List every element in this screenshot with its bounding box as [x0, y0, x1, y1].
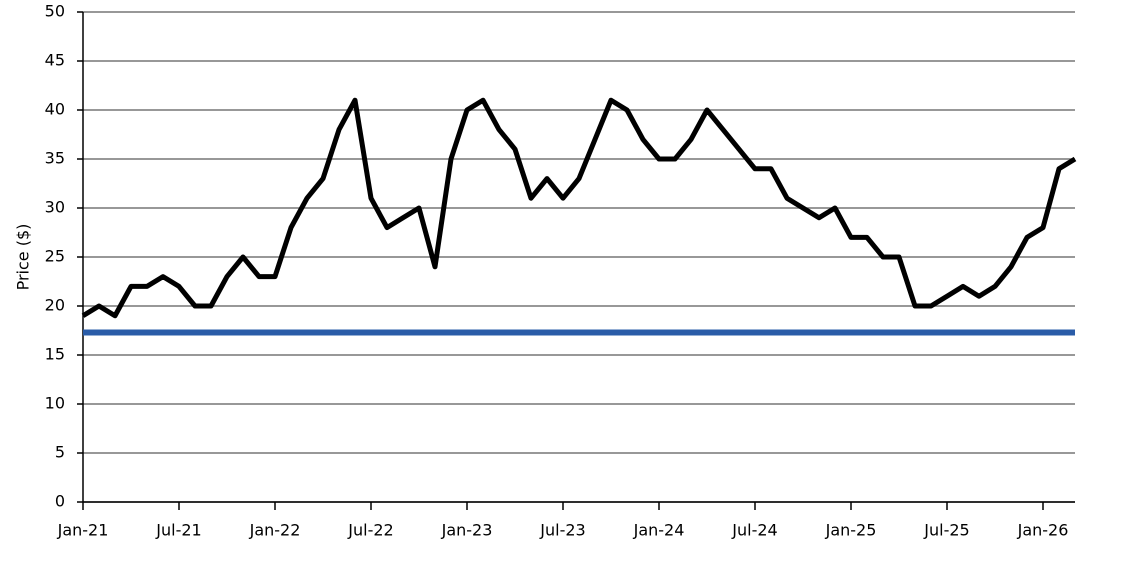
- y-tick-label: 30: [45, 198, 65, 217]
- y-tick-label: 0: [55, 492, 65, 511]
- y-tick-label: 50: [45, 2, 65, 21]
- x-tick-label: Jan-25: [825, 521, 877, 540]
- price-line: [81, 97, 1077, 319]
- y-tick-label: 25: [45, 247, 65, 266]
- y-tick-label: 5: [55, 443, 65, 462]
- x-tick-label: Jan-23: [441, 521, 493, 540]
- x-tick-label: Jul-23: [539, 521, 585, 540]
- y-tick-label: 45: [45, 51, 65, 70]
- y-tick-label: 40: [45, 100, 65, 119]
- x-tick-label: Jul-24: [731, 521, 777, 540]
- x-tick-label: Jan-21: [57, 521, 109, 540]
- x-tick-label: Jan-22: [249, 521, 301, 540]
- x-tick-label: Jul-22: [347, 521, 393, 540]
- y-tick-label: 10: [45, 394, 65, 413]
- x-tick-label: Jul-25: [923, 521, 969, 540]
- x-tick-label: Jan-24: [633, 521, 685, 540]
- y-tick-label: 15: [45, 345, 65, 364]
- x-tick-label: Jul-21: [155, 521, 201, 540]
- y-tick-label: 20: [45, 296, 65, 315]
- y-axis-label: Price ($): [14, 224, 33, 291]
- y-tick-label: 35: [45, 149, 65, 168]
- x-tick-label: Jan-26: [1017, 521, 1069, 540]
